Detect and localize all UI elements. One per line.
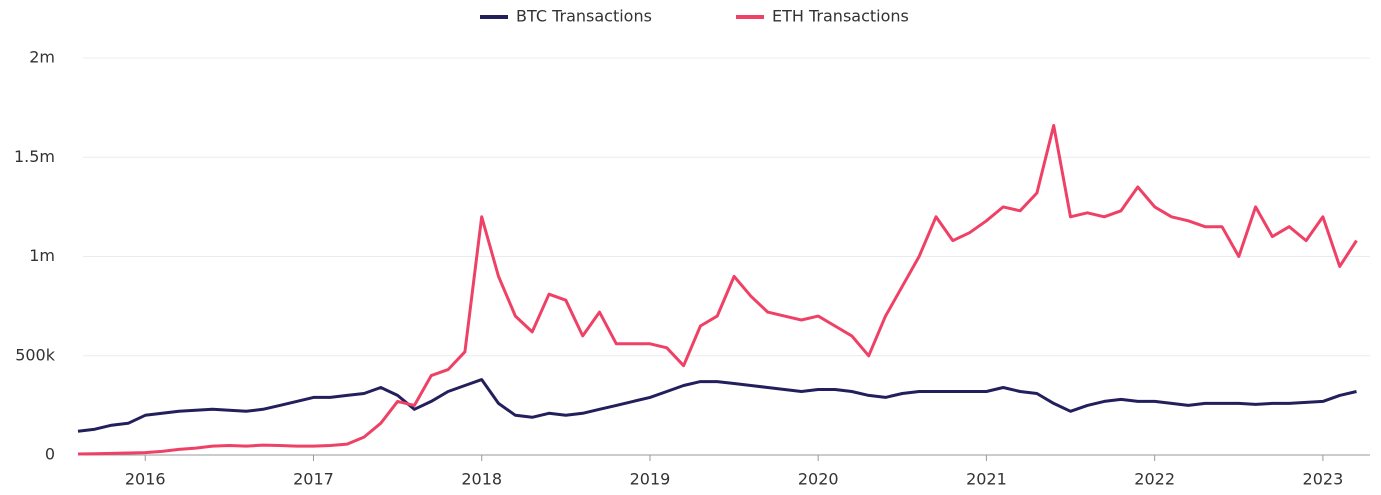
legend-label: ETH Transactions (772, 7, 909, 26)
series-line (77, 378, 1357, 433)
y-tick-label: 500k (15, 345, 56, 364)
series-line (77, 124, 1358, 456)
x-tick-label: 2022 (1134, 470, 1175, 489)
x-tick-label: 2021 (966, 470, 1007, 489)
y-tick-label: 1m (29, 246, 55, 265)
x-tick-label: 2017 (293, 470, 334, 489)
y-tick-label: 0 (45, 445, 55, 464)
y-tick-label: 1.5m (14, 147, 55, 166)
x-tick-label: 2020 (798, 470, 839, 489)
legend-label: BTC Transactions (516, 7, 652, 26)
x-tick-label: 2019 (630, 470, 671, 489)
x-tick-label: 2016 (125, 470, 166, 489)
y-tick-label: 2m (29, 48, 55, 67)
x-tick-label: 2023 (1303, 470, 1344, 489)
x-tick-label: 2018 (461, 470, 502, 489)
